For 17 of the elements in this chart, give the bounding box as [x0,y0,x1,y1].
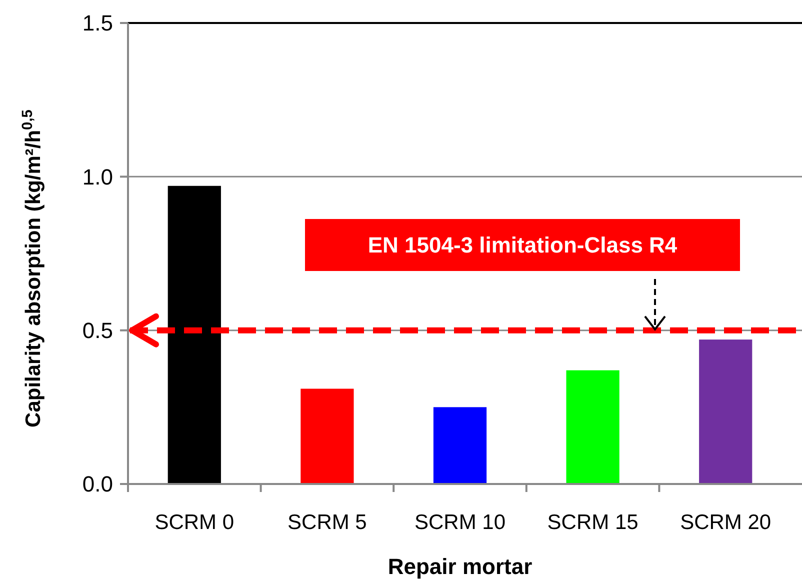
x-tick-label: SCRM 0 [154,511,234,534]
y-tick-label: 1.5 [82,10,113,36]
bar [433,407,487,484]
x-tick-label: SCRM 10 [414,511,506,534]
bar [699,340,752,484]
x-tick-label: SCRM 20 [680,511,772,534]
y-tick-label: 0.0 [82,472,113,497]
bar [566,370,620,484]
y-tick-label: 1.0 [82,164,113,190]
label-box: EN 1504-3 limitation-Class R4 [305,219,740,331]
x-axis-title: Repair mortar [388,554,533,579]
bar [300,388,354,484]
x-tick-label: SCRM 15 [547,511,638,534]
bar [168,186,221,484]
x-tick-label: SCRM 5 [288,511,367,534]
ref-line-label: EN 1504-3 limitation-Class R4 [368,232,678,258]
y-tick-label: 0.5 [82,318,113,344]
